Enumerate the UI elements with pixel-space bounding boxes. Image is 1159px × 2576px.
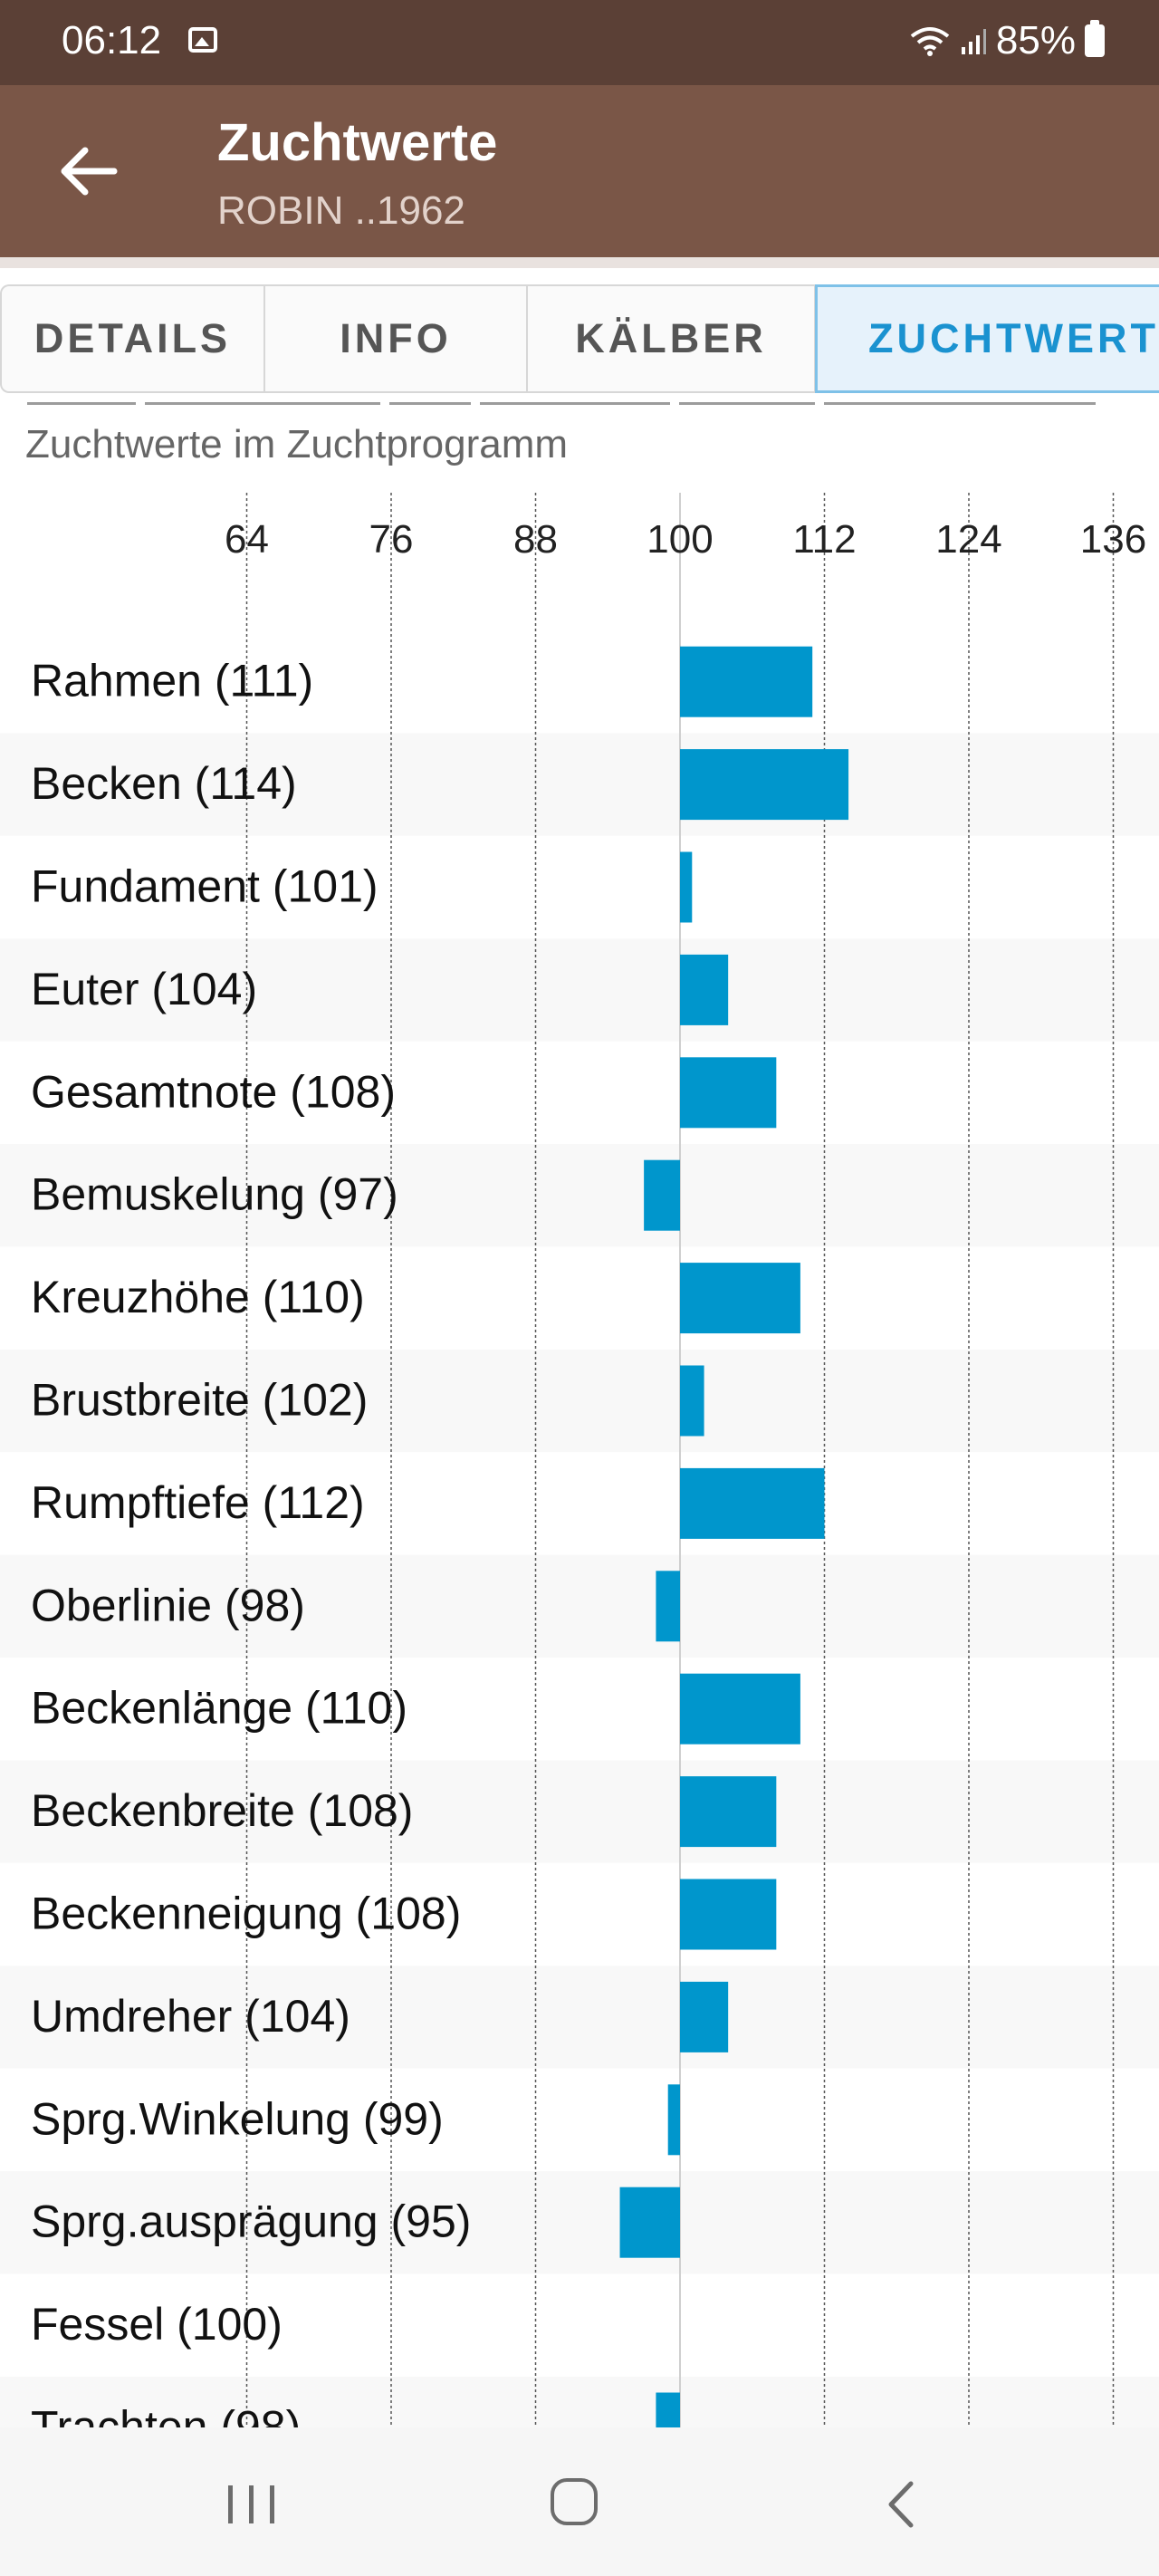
category-label: Gesamtnote (108) bbox=[31, 1066, 396, 1117]
bar-17 bbox=[656, 2392, 680, 2427]
tab-bar: DETAILS INFO KÄLBER ZUCHTWERT bbox=[0, 284, 1159, 393]
x-tick-label: 136 bbox=[1080, 517, 1146, 562]
bar-12 bbox=[680, 1879, 777, 1950]
row-background bbox=[0, 1966, 1159, 2069]
scrolled-text-remnant bbox=[27, 393, 1114, 406]
category-label: Umdreher (104) bbox=[31, 1991, 350, 2042]
row-background bbox=[0, 2171, 1159, 2274]
wifi-icon bbox=[910, 27, 950, 56]
status-indicators: 85% bbox=[909, 18, 1105, 63]
bar-9 bbox=[656, 1571, 680, 1642]
row-background bbox=[0, 2376, 1159, 2427]
x-tick-label: 112 bbox=[792, 517, 856, 562]
appbar-divider bbox=[0, 257, 1159, 268]
tab-zuchtwerte[interactable]: ZUCHTWERT bbox=[815, 284, 1159, 393]
tab-kaelber[interactable]: KÄLBER bbox=[527, 284, 815, 393]
back-arrow-icon[interactable] bbox=[49, 130, 130, 212]
battery-icon bbox=[1085, 20, 1105, 57]
bar-1 bbox=[680, 749, 849, 821]
row-background bbox=[0, 1760, 1159, 1863]
bar-5 bbox=[644, 1159, 680, 1231]
status-bar: 06:12 85% bbox=[0, 0, 1159, 85]
status-time: 06:12 bbox=[62, 18, 162, 62]
category-label: Euter (104) bbox=[31, 964, 257, 1014]
bar-14 bbox=[667, 2084, 680, 2156]
x-tick-label: 64 bbox=[225, 517, 269, 562]
x-tick-label: 100 bbox=[647, 517, 713, 562]
bar-4 bbox=[680, 1057, 777, 1129]
page-title: Zuchtwerte bbox=[217, 113, 498, 172]
bar-11 bbox=[680, 1776, 777, 1848]
breeding-values-chart[interactable]: 64 76 88 100 112 124 136 Rahmen (111) Becken (11… bbox=[0, 393, 1159, 2427]
bar-chart: 64 76 88 100 112 124 136 Rahmen (111) Becken (11… bbox=[0, 493, 1159, 2428]
category-label: Trachten (98) bbox=[31, 2402, 301, 2428]
category-label: Becken (114) bbox=[31, 758, 297, 809]
bar-7 bbox=[680, 1365, 704, 1437]
recent-apps-icon[interactable] bbox=[225, 2484, 279, 2525]
page-subtitle: ROBIN ..1962 bbox=[217, 188, 465, 233]
category-label: Beckenbreite (108) bbox=[31, 1785, 413, 1836]
category-label: Oberlinie (98) bbox=[31, 1580, 305, 1630]
row-background bbox=[0, 1554, 1159, 1658]
category-label: Sprg.Winkelung (99) bbox=[31, 2093, 444, 2144]
system-nav-bar bbox=[0, 2427, 1159, 2576]
bar-8 bbox=[680, 1467, 825, 1539]
category-label: Brustbreite (102) bbox=[31, 1375, 368, 1426]
category-label: Kreuzhöhe (110) bbox=[31, 1272, 365, 1322]
row-background bbox=[0, 1349, 1159, 1453]
bar-13 bbox=[680, 1981, 729, 2052]
chart-caption: Zuchtwerte im Zuchtprogramm bbox=[25, 422, 569, 466]
app-bar: Zuchtwerte ROBIN ..1962 bbox=[0, 85, 1159, 257]
x-tick-label: 124 bbox=[935, 517, 1001, 562]
category-label: Beckenlänge (110) bbox=[31, 1683, 407, 1734]
image-notification-icon bbox=[188, 27, 217, 53]
category-label: Rumpftiefe (112) bbox=[31, 1477, 365, 1528]
category-label: Sprg.ausprägung (95) bbox=[31, 2196, 471, 2247]
row-background bbox=[0, 733, 1159, 836]
category-label: Fundament (101) bbox=[31, 861, 378, 912]
tab-info[interactable]: INFO bbox=[264, 284, 527, 393]
x-tick-label: 88 bbox=[513, 517, 558, 562]
bar-2 bbox=[680, 851, 693, 923]
bar-0 bbox=[680, 646, 813, 717]
bar-3 bbox=[680, 954, 729, 1025]
category-label: Rahmen (111) bbox=[31, 656, 313, 706]
category-label: Bemuskelung (97) bbox=[31, 1169, 398, 1220]
home-icon[interactable] bbox=[551, 2478, 598, 2525]
row-background bbox=[0, 1144, 1159, 1247]
x-tick-label: 76 bbox=[369, 517, 414, 562]
battery-percent: 85% bbox=[995, 18, 1076, 62]
bar-15 bbox=[619, 2187, 680, 2258]
tab-details[interactable]: DETAILS bbox=[0, 284, 264, 393]
category-label: Beckenneigung (108) bbox=[31, 1889, 461, 1939]
signal-icon bbox=[961, 29, 986, 54]
bar-6 bbox=[680, 1263, 800, 1334]
nav-back-icon[interactable] bbox=[878, 2478, 925, 2531]
row-background bbox=[0, 938, 1159, 1042]
bar-10 bbox=[680, 1673, 800, 1745]
category-label: Fessel (100) bbox=[31, 2299, 283, 2350]
